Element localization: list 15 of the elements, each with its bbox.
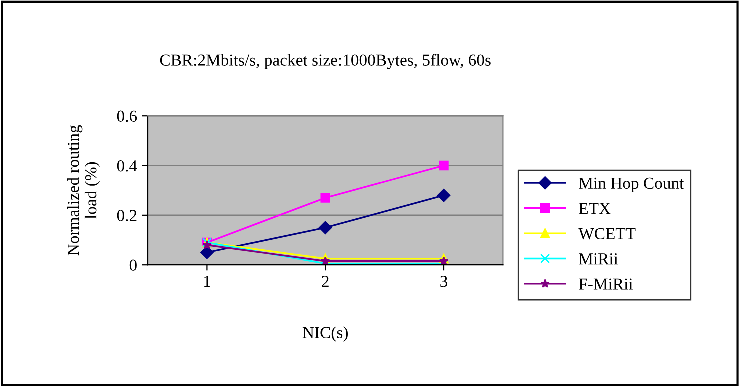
legend-label: ETX bbox=[579, 203, 611, 214]
x-tick-label: 3 bbox=[440, 276, 448, 288]
legend-label: Min Hop Count bbox=[579, 178, 684, 192]
y-axis-title: Normalized routing load (%) bbox=[67, 125, 100, 256]
legend-label: MiRii bbox=[579, 254, 618, 265]
legend-label: F-MiRii bbox=[579, 278, 633, 290]
y-tick-label: 0.4 bbox=[117, 160, 138, 172]
y-tick-label: 0.6 bbox=[117, 110, 138, 122]
x-tick-label: 1 bbox=[204, 276, 210, 288]
y-tick-label: 0 bbox=[130, 260, 137, 272]
legend-label: WCETT bbox=[578, 228, 636, 240]
chart-title: CBR:2Mbits/s, packet size:1000Bytes, 5flow, 60s bbox=[160, 54, 491, 70]
y-tick-label: 0.2 bbox=[117, 210, 137, 222]
x-tick-label: 2 bbox=[322, 276, 329, 288]
x-axis-title: NIC(s) bbox=[302, 326, 348, 342]
